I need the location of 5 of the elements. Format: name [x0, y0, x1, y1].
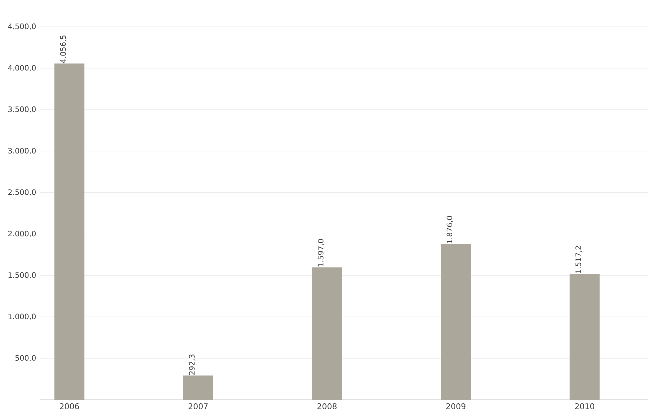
- bar: [441, 244, 472, 400]
- bar: [54, 64, 85, 400]
- bar: [312, 268, 342, 400]
- bar: [570, 274, 600, 400]
- bar: [183, 376, 214, 400]
